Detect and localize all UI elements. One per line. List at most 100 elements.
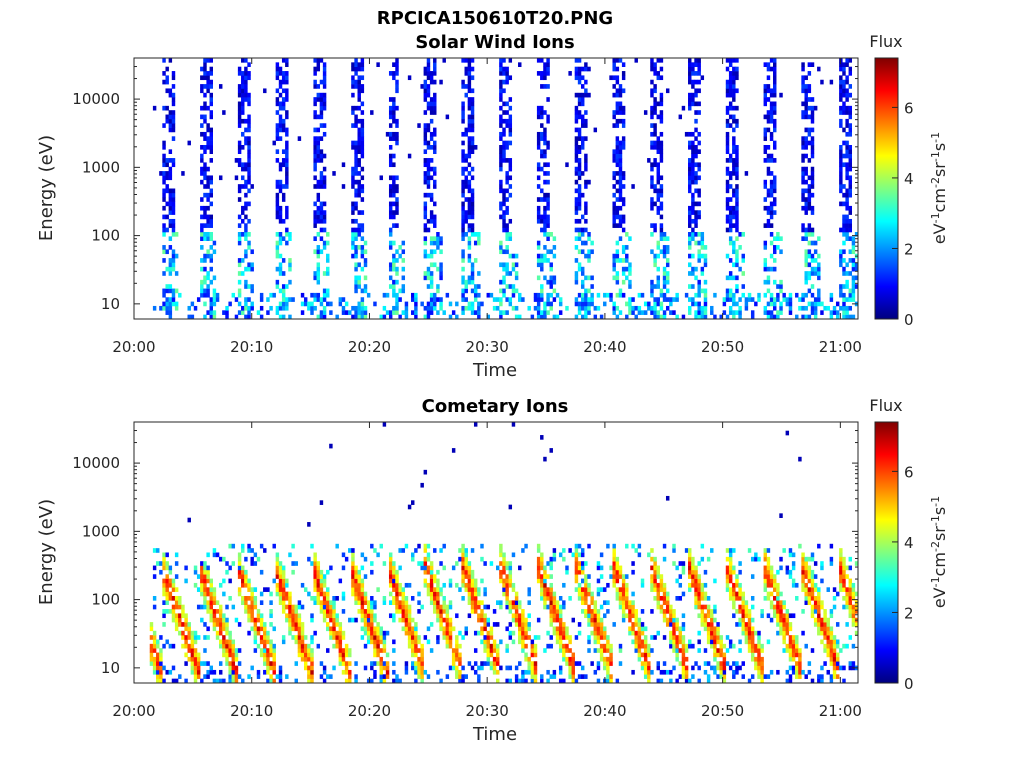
heatmap-cell bbox=[839, 188, 843, 194]
heatmap-cell bbox=[577, 101, 582, 107]
heatmap-cell bbox=[618, 101, 623, 107]
heatmap-cell bbox=[244, 556, 248, 562]
heatmap-cell bbox=[615, 110, 620, 115]
heatmap-cell bbox=[256, 626, 261, 632]
heatmap-cell bbox=[326, 253, 330, 259]
heatmap-cell bbox=[574, 236, 579, 241]
heatmap-cell bbox=[423, 565, 428, 571]
heatmap-cell bbox=[848, 236, 853, 241]
heatmap-cell bbox=[697, 305, 701, 311]
heatmap-cell bbox=[694, 223, 698, 228]
heatmap-cell bbox=[763, 245, 768, 250]
heatmap-cell bbox=[200, 114, 204, 120]
heatmap-cell bbox=[222, 639, 226, 645]
heatmap-cell bbox=[178, 617, 182, 623]
heatmap-cell bbox=[845, 201, 849, 207]
heatmap-cell bbox=[228, 639, 232, 645]
heatmap-cell bbox=[316, 253, 321, 259]
heatmap-cell bbox=[316, 297, 321, 302]
heatmap-cell bbox=[571, 656, 575, 662]
heatmap-cell bbox=[543, 210, 547, 215]
heatmap-cell bbox=[461, 192, 465, 198]
heatmap-cell bbox=[316, 643, 321, 649]
heatmap-cell bbox=[801, 192, 805, 198]
heatmap-cell bbox=[643, 639, 648, 645]
heatmap-cell bbox=[281, 197, 286, 202]
heatmap-cell bbox=[546, 236, 550, 241]
heatmap-cell bbox=[203, 149, 207, 154]
heatmap-cell bbox=[549, 266, 553, 272]
heatmap-cell bbox=[436, 609, 440, 614]
heatmap-cell bbox=[656, 630, 660, 636]
heatmap-cell bbox=[319, 578, 324, 584]
heatmap-cell bbox=[470, 227, 475, 233]
heatmap-cell bbox=[278, 101, 283, 107]
heatmap-cell bbox=[543, 62, 547, 67]
heatmap-cell bbox=[618, 118, 623, 124]
heatmap-cell bbox=[615, 101, 620, 107]
heatmap-cell bbox=[455, 669, 459, 675]
heatmap-cell bbox=[288, 626, 292, 632]
heatmap-cell bbox=[697, 110, 701, 115]
heatmap-cell bbox=[351, 253, 355, 259]
heatmap-cell bbox=[206, 123, 210, 128]
heatmap-cell bbox=[241, 210, 245, 215]
heatmap-cell bbox=[156, 561, 160, 566]
heatmap-cell bbox=[558, 552, 563, 558]
heatmap-cell bbox=[647, 648, 651, 653]
heatmap-cell bbox=[848, 205, 853, 211]
heatmap-cell bbox=[848, 166, 853, 172]
heatmap-cell bbox=[171, 288, 176, 294]
heatmap-cell bbox=[521, 635, 525, 640]
heatmap-cell bbox=[319, 587, 324, 592]
heatmap-cell bbox=[237, 114, 242, 120]
heatmap-cell bbox=[360, 314, 365, 320]
heatmap-cell bbox=[612, 110, 616, 115]
heatmap-cell bbox=[496, 678, 500, 684]
heatmap-cell bbox=[344, 652, 349, 658]
heatmap-cell bbox=[373, 600, 377, 605]
heatmap-cell bbox=[735, 205, 739, 211]
heatmap-cell bbox=[244, 205, 248, 211]
heatmap-cell bbox=[461, 214, 465, 220]
heatmap-cell bbox=[502, 266, 506, 272]
heatmap-cell bbox=[241, 305, 245, 311]
heatmap-cell bbox=[203, 92, 207, 98]
heatmap-cell bbox=[436, 600, 440, 605]
heatmap-cell bbox=[275, 214, 280, 220]
heatmap-cell bbox=[244, 71, 248, 76]
heatmap-cell bbox=[653, 556, 657, 562]
heatmap-cell bbox=[363, 310, 368, 315]
heatmap-cell bbox=[461, 305, 465, 311]
heatmap-cell bbox=[398, 565, 402, 571]
heatmap-cell bbox=[628, 271, 632, 276]
heatmap-cell bbox=[672, 635, 676, 640]
heatmap-cell bbox=[225, 656, 229, 662]
heatmap-cell bbox=[470, 192, 475, 198]
heatmap-cell bbox=[316, 565, 321, 571]
heatmap-cell bbox=[451, 565, 456, 571]
heatmap-cell bbox=[209, 149, 213, 154]
heatmap-cell bbox=[429, 622, 434, 627]
heatmap-cell bbox=[149, 626, 154, 632]
heatmap-cell bbox=[171, 678, 176, 684]
heatmap-cell bbox=[439, 262, 443, 268]
heatmap-cell bbox=[518, 639, 522, 645]
heatmap-cell bbox=[555, 639, 560, 645]
heatmap-cell bbox=[212, 669, 217, 675]
heatmap-cell bbox=[209, 140, 213, 146]
heatmap-cell bbox=[241, 71, 245, 76]
heatmap-cell bbox=[461, 565, 465, 571]
heatmap-cell bbox=[508, 175, 513, 181]
heatmap-cell bbox=[237, 262, 242, 268]
heatmap-cell bbox=[618, 192, 623, 198]
heatmap-cell bbox=[766, 75, 771, 81]
heatmap-cell bbox=[203, 71, 207, 76]
heatmap-cell bbox=[684, 292, 689, 298]
heatmap-cell bbox=[688, 305, 692, 311]
heatmap-cell bbox=[530, 665, 535, 671]
heatmap-cell bbox=[807, 262, 812, 268]
heatmap-cell bbox=[234, 678, 239, 684]
heatmap-cell bbox=[546, 84, 550, 89]
heatmap-cell bbox=[766, 223, 771, 228]
